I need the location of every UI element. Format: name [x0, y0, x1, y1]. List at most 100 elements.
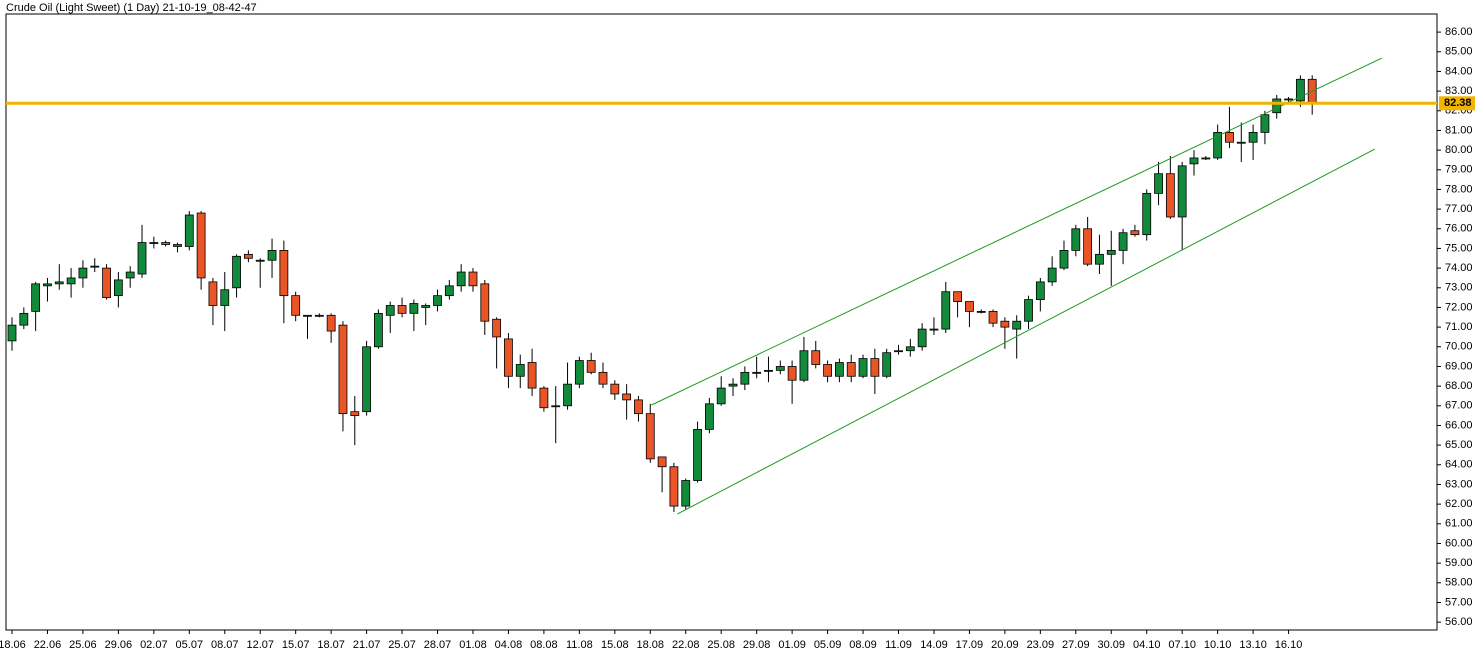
- candle-body: [456, 271, 466, 287]
- x-tick-label: 14.09: [920, 639, 948, 651]
- candle-body: [374, 312, 383, 348]
- candle-body: [338, 324, 348, 415]
- candle-body: [232, 255, 241, 289]
- candle-body: [563, 383, 572, 407]
- y-tick-label: 69.00: [1445, 360, 1473, 372]
- candle-body: [1106, 250, 1116, 255]
- x-tick-label: 25.08: [707, 639, 735, 651]
- y-tick-label: 75.00: [1445, 242, 1473, 254]
- candle-body: [504, 338, 513, 377]
- candle-body: [953, 291, 962, 302]
- candle-body: [1295, 78, 1305, 102]
- x-tick-label: 05.07: [176, 639, 204, 651]
- candle-body: [208, 281, 218, 306]
- channel-line: [651, 57, 1383, 406]
- candle-body: [444, 285, 454, 297]
- y-tick-label: 74.00: [1445, 262, 1473, 274]
- x-tick-label: 13.10: [1239, 639, 1267, 651]
- candle-body: [988, 310, 998, 324]
- y-tick-label: 61.00: [1445, 518, 1473, 530]
- candle-body: [291, 295, 301, 316]
- candle-body: [704, 403, 714, 430]
- candle-body: [1095, 253, 1104, 265]
- candle-body: [90, 265, 100, 268]
- candle-body: [314, 314, 324, 317]
- candle-body: [1047, 267, 1057, 283]
- x-tick-label: 01.09: [778, 639, 806, 651]
- candle-body: [1189, 157, 1199, 165]
- candle-body: [350, 411, 360, 417]
- channel-line: [677, 148, 1376, 515]
- x-tick-label: 04.08: [495, 639, 523, 651]
- x-tick-label: 22.06: [34, 639, 62, 651]
- x-tick-label: 08.08: [530, 639, 558, 651]
- x-tick-label: 22.08: [672, 639, 700, 651]
- y-tick-label: 79.00: [1445, 164, 1473, 176]
- candle-body: [858, 358, 868, 377]
- y-tick-label: 85.00: [1445, 46, 1473, 58]
- candle-body: [7, 324, 17, 342]
- y-tick-label: 58.00: [1445, 577, 1473, 589]
- candle-body: [716, 387, 726, 405]
- x-tick-label: 08.07: [211, 639, 239, 651]
- candle-body: [1130, 230, 1140, 236]
- candle-body: [634, 399, 643, 415]
- candle-body: [492, 318, 502, 338]
- candle-body: [1071, 228, 1081, 251]
- x-tick-label: 04.10: [1133, 639, 1161, 651]
- y-tick-label: 72.00: [1445, 301, 1473, 313]
- y-tick-label: 67.00: [1445, 400, 1473, 412]
- candle-body: [1213, 132, 1223, 159]
- candle-body: [1059, 250, 1069, 269]
- candle-body: [823, 364, 832, 377]
- candle-body: [102, 267, 111, 299]
- candle-body: [421, 305, 431, 308]
- y-tick-label: 64.00: [1445, 459, 1473, 471]
- y-tick-label: 83.00: [1445, 85, 1473, 97]
- candle-body: [941, 291, 951, 330]
- y-tick-label: 81.00: [1445, 124, 1473, 136]
- candle-body: [598, 371, 608, 385]
- candle-body: [326, 314, 336, 332]
- candle-body: [917, 328, 927, 348]
- candle-body: [184, 214, 194, 247]
- x-tick-label: 08.09: [849, 639, 877, 651]
- x-tick-label: 20.09: [991, 639, 1019, 651]
- candle-body: [196, 212, 206, 279]
- candle-body: [835, 362, 844, 377]
- candle-body: [846, 362, 856, 377]
- y-tick-label: 73.00: [1445, 282, 1473, 294]
- candle-body: [515, 364, 525, 377]
- candle-body: [610, 383, 620, 395]
- y-tick-label: 56.00: [1445, 616, 1473, 628]
- candle-body: [137, 242, 147, 275]
- candle-body: [574, 360, 584, 385]
- candle-body: [161, 242, 171, 245]
- candle-body: [480, 283, 490, 322]
- y-tick-label: 70.00: [1445, 341, 1473, 353]
- y-tick-label: 66.00: [1445, 419, 1473, 431]
- y-tick-label: 62.00: [1445, 498, 1473, 510]
- candle-body: [173, 244, 182, 247]
- candle-body: [976, 310, 986, 313]
- candle-body: [409, 303, 419, 314]
- candle-body: [220, 289, 230, 306]
- y-tick-label: 68.00: [1445, 380, 1473, 392]
- candle-body: [125, 271, 135, 279]
- y-tick-label: 57.00: [1445, 596, 1473, 608]
- candle-body: [965, 301, 974, 312]
- x-tick-label: 05.09: [814, 639, 842, 651]
- x-tick-label: 30.09: [1097, 639, 1125, 651]
- x-tick-label: 18.07: [317, 639, 345, 651]
- candle-body: [586, 360, 596, 373]
- x-tick-label: 02.07: [140, 639, 168, 651]
- x-tick-label: 17.09: [956, 639, 984, 651]
- price-label: 82.38: [1444, 97, 1472, 109]
- x-tick-label: 18.06: [0, 639, 26, 651]
- candle-body: [243, 253, 253, 259]
- price-label-box: [1439, 96, 1475, 111]
- candle-body: [267, 250, 277, 261]
- candle-body: [1248, 132, 1258, 143]
- candle-body: [681, 480, 691, 507]
